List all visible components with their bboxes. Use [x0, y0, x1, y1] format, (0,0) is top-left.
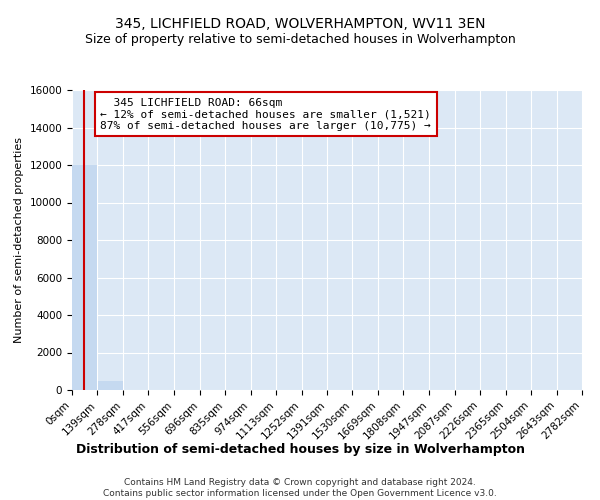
Text: Distribution of semi-detached houses by size in Wolverhampton: Distribution of semi-detached houses by …: [76, 442, 524, 456]
Text: 345 LICHFIELD ROAD: 66sqm
← 12% of semi-detached houses are smaller (1,521)
87% : 345 LICHFIELD ROAD: 66sqm ← 12% of semi-…: [100, 98, 431, 130]
Text: Contains HM Land Registry data © Crown copyright and database right 2024.
Contai: Contains HM Land Registry data © Crown c…: [103, 478, 497, 498]
Y-axis label: Number of semi-detached properties: Number of semi-detached properties: [14, 137, 24, 343]
Bar: [98, 380, 123, 390]
Text: Size of property relative to semi-detached houses in Wolverhampton: Size of property relative to semi-detach…: [85, 32, 515, 46]
Bar: [72, 165, 97, 390]
Text: 345, LICHFIELD ROAD, WOLVERHAMPTON, WV11 3EN: 345, LICHFIELD ROAD, WOLVERHAMPTON, WV11…: [115, 18, 485, 32]
